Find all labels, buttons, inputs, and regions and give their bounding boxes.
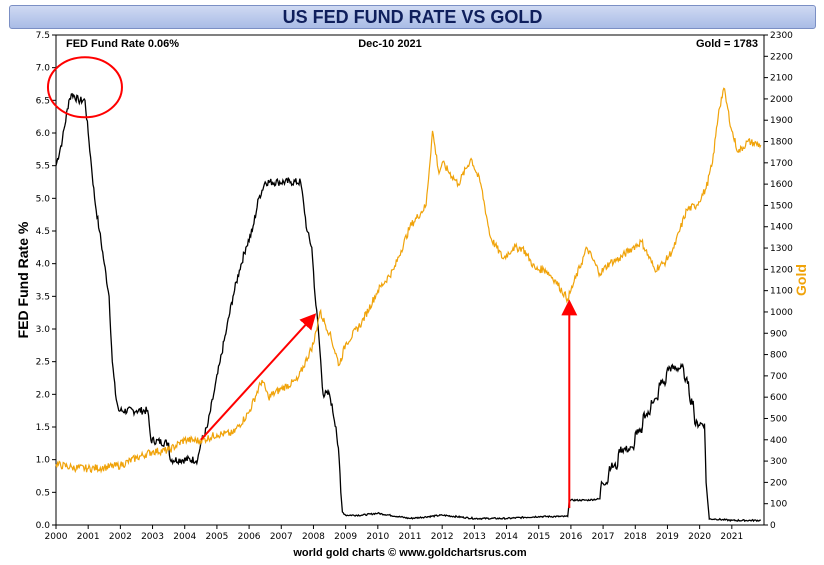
- y-left-tick-label: 2.0: [36, 390, 51, 400]
- y-right-tick-label: 800: [770, 351, 787, 361]
- y-right-tick-label: 2000: [770, 95, 793, 105]
- y-right-tick-label: 1700: [770, 159, 793, 169]
- x-tick-label: 2008: [302, 532, 325, 542]
- x-tick-label: 2001: [77, 532, 100, 542]
- x-tick-label: 2021: [720, 532, 743, 542]
- header-gold-price: Gold = 1783: [696, 38, 758, 50]
- x-tick-label: 2019: [656, 532, 679, 542]
- y-right-tick-label: 1900: [770, 116, 793, 126]
- y-right-tick-label: 1600: [770, 180, 793, 190]
- x-tick-label: 2017: [592, 532, 615, 542]
- annotation-arrow: [200, 313, 317, 441]
- y-right-tick-label: 2100: [770, 74, 793, 84]
- x-tick-label: 2010: [366, 532, 389, 542]
- y-right-tick-label: 1400: [770, 223, 793, 233]
- y-left-tick-label: 3.5: [36, 292, 50, 302]
- x-tick-label: 2000: [45, 532, 68, 542]
- x-tick-label: 2011: [399, 532, 422, 542]
- y-right-tick-label: 400: [770, 436, 787, 446]
- header-date: Dec-10 2021: [358, 38, 422, 50]
- y-left-tick-label: 1.5: [36, 423, 50, 433]
- y-left-axis-title: FED Fund Rate %: [15, 221, 31, 338]
- y-left-tick-label: 3.0: [36, 325, 51, 335]
- y-left-tick-label: 4.0: [36, 260, 51, 270]
- y-right-tick-label: 700: [770, 372, 787, 382]
- y-right-axis-title: Gold: [793, 264, 809, 296]
- x-tick-label: 2013: [463, 532, 486, 542]
- y-right-tick-label: 2200: [770, 52, 793, 62]
- y-right-tick-label: 100: [770, 500, 787, 510]
- x-tick-label: 2018: [624, 532, 647, 542]
- y-left-tick-label: 1.0: [36, 456, 51, 466]
- x-tick-label: 2002: [109, 532, 132, 542]
- y-right-tick-label: 0: [770, 521, 776, 531]
- x-tick-label: 2009: [334, 532, 357, 542]
- y-right-tick-label: 2300: [770, 31, 793, 41]
- y-left-tick-label: 0.5: [36, 488, 50, 498]
- y-left-tick-label: 5.5: [36, 162, 50, 172]
- series-line-gold: [55, 87, 762, 474]
- y-right-tick-label: 1000: [770, 308, 793, 318]
- x-tick-label: 2005: [205, 532, 228, 542]
- chart-title: US FED FUND RATE VS GOLD: [9, 5, 816, 29]
- y-left-tick-label: 7.5: [36, 31, 50, 41]
- y-left-tick-label: 0.0: [36, 521, 51, 531]
- y-left-tick-label: 7.0: [36, 64, 51, 74]
- annotation-circle: [46, 56, 123, 119]
- y-left-tick-label: 4.5: [36, 227, 50, 237]
- x-tick-label: 2020: [688, 532, 711, 542]
- y-right-tick-label: 500: [770, 414, 787, 424]
- plot-area: [55, 34, 765, 526]
- y-left-tick-label: 6.0: [36, 129, 51, 139]
- y-left-tick-label: 5.0: [36, 194, 51, 204]
- x-tick-label: 2012: [431, 532, 454, 542]
- x-tick-label: 2015: [527, 532, 550, 542]
- x-tick-label: 2003: [141, 532, 164, 542]
- y-right-tick-label: 1500: [770, 201, 793, 211]
- y-right-tick-label: 1800: [770, 138, 793, 148]
- y-right-tick-label: 1300: [770, 244, 793, 254]
- x-tick-label: 2016: [559, 532, 582, 542]
- y-right-tick-label: 300: [770, 457, 787, 467]
- series-line-fed-fund-rate: [55, 92, 762, 523]
- x-tick-label: 2006: [238, 532, 261, 542]
- y-left-tick-label: 2.5: [36, 358, 50, 368]
- x-tick-label: 2004: [173, 532, 196, 542]
- source-credit: world gold charts © www.goldchartsrus.co…: [292, 547, 526, 559]
- y-left-tick-label: 6.5: [36, 96, 50, 106]
- x-tick-label: 2014: [495, 532, 518, 542]
- y-right-tick-label: 200: [770, 478, 787, 488]
- x-tick-label: 2007: [270, 532, 293, 542]
- y-right-tick-label: 1200: [770, 265, 793, 275]
- y-right-tick-label: 900: [770, 329, 787, 339]
- y-right-tick-label: 1100: [770, 287, 793, 297]
- y-right-tick-label: 600: [770, 393, 787, 403]
- header-fed-rate: FED Fund Rate 0.06%: [66, 38, 179, 50]
